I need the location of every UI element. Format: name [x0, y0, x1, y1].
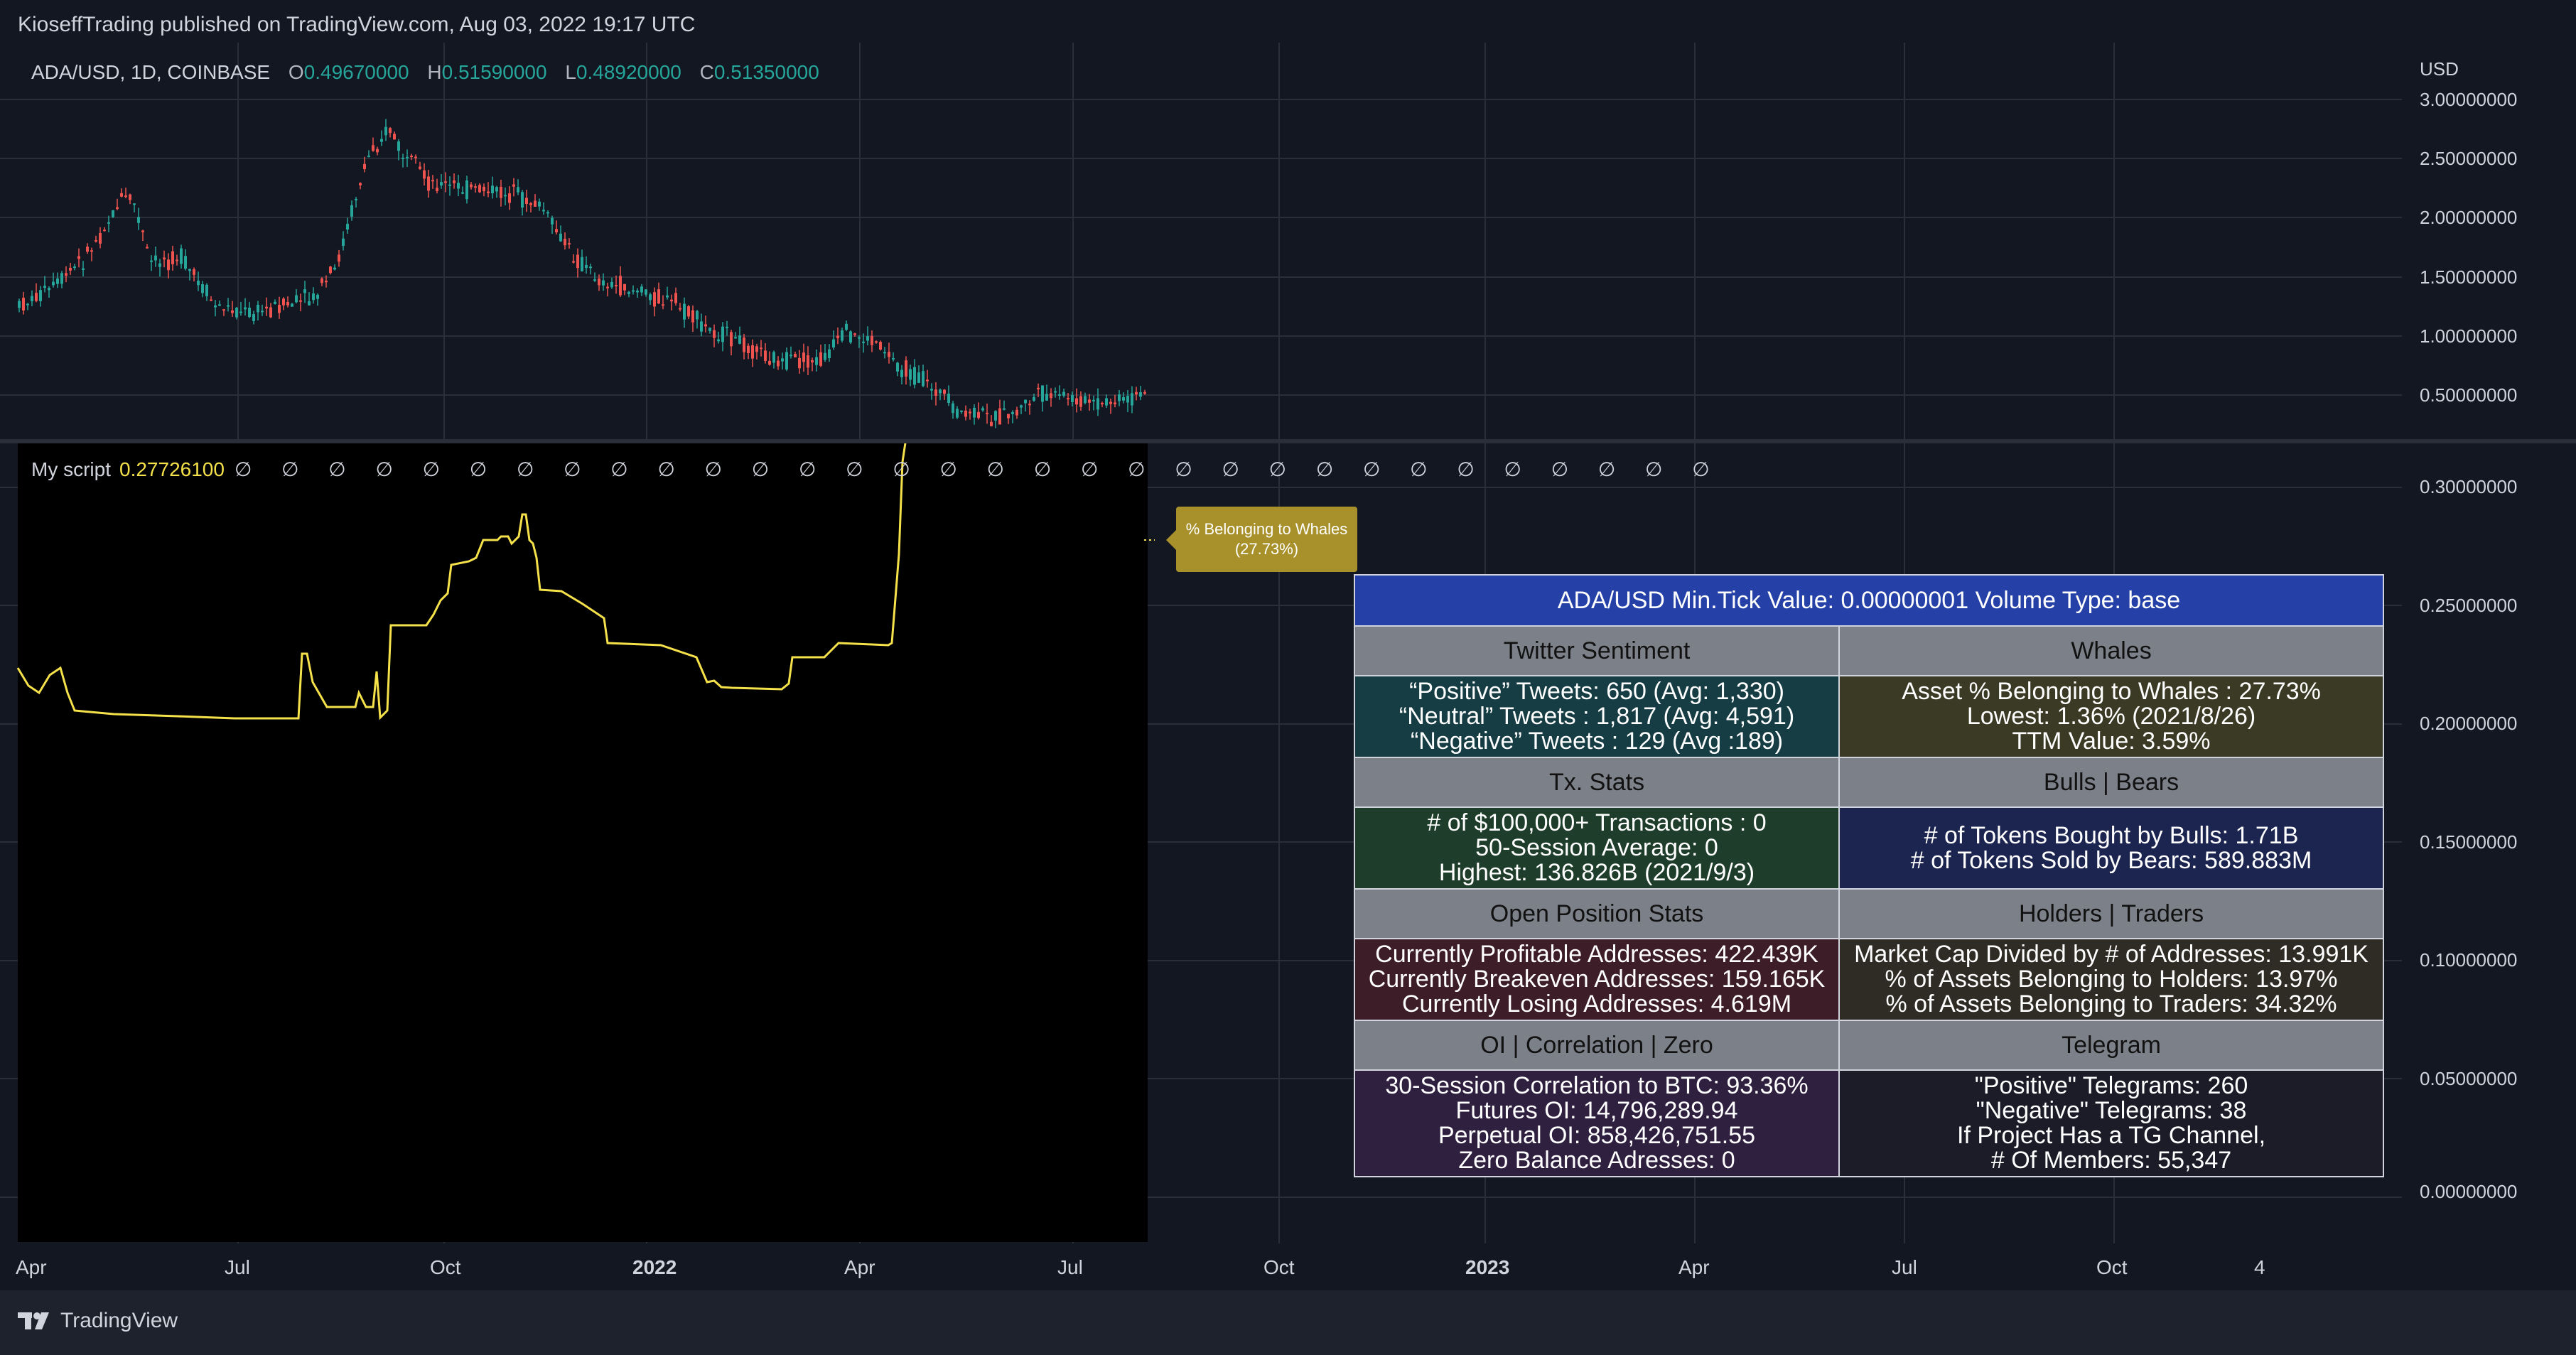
- tradingview-logo-icon: [18, 1312, 49, 1329]
- low-label: L: [565, 61, 576, 83]
- section-oi-title: OI | Correlation | Zero: [1353, 1020, 1841, 1071]
- stat-line: % of Assets Belonging to Holders: 13.97%: [1885, 966, 2338, 993]
- price-tick: 2.00000000: [2420, 207, 2518, 228]
- stat-line: Highest: 136.826B (2021/9/3): [1438, 859, 1755, 886]
- stat-line: 30-Session Correlation to BTC: 93.36%: [1385, 1072, 1809, 1099]
- stat-line: Lowest: 1.36% (2021/8/26): [1966, 703, 2256, 730]
- indicator-tick: 0.10000000: [2420, 949, 2518, 971]
- stat-line: # of $100,000+ Transactions : 0: [1427, 809, 1767, 836]
- symbol-legend: ADA/USD, 1D, COINBASE O0.49670000 H0.515…: [31, 61, 819, 84]
- low-value: 0.48920000: [576, 61, 681, 83]
- section-open-title: Open Position Stats: [1353, 888, 1841, 939]
- holders-traders-cell: Market Cap Divided by # of Addresses: 13…: [1838, 938, 2384, 1021]
- stat-line: # of Tokens Sold by Bears: 589.883M: [1910, 846, 2312, 874]
- indicator-line-chart[interactable]: [0, 443, 1155, 1243]
- published-caption: KioseffTrading published on TradingView.…: [18, 13, 696, 36]
- whales-percent-line: [16, 443, 907, 720]
- time-tick: Jul: [1057, 1256, 1083, 1278]
- whales-cell: Asset % Belonging to Whales : 27.73% Low…: [1838, 675, 2384, 758]
- stat-line: TTM Value: 3.59%: [2012, 728, 2211, 755]
- time-tick: 2022: [632, 1256, 677, 1278]
- stat-line: Currently Breakeven Addresses: 159.165K: [1368, 966, 1826, 993]
- time-tick: Oct: [430, 1256, 461, 1278]
- indicator-tick: 0.20000000: [2420, 713, 2518, 734]
- stat-line: 50-Session Average: 0: [1475, 834, 1718, 861]
- stat-line: # of Tokens Bought by Bulls: 1.71B: [1924, 821, 2299, 849]
- price-tick: 0.50000000: [2420, 384, 2518, 406]
- indicator-empty-values: ∅ ∅ ∅ ∅ ∅ ∅ ∅ ∅ ∅ ∅ ∅ ∅ ∅ ∅ ∅ ∅ ∅ ∅ ∅ ∅ …: [234, 458, 1722, 480]
- stat-line: # Of Members: 55,347: [1990, 1147, 2232, 1174]
- table-header: ADA/USD Min.Tick Value: 0.00000001 Volum…: [1354, 574, 2384, 627]
- indicator-value: 0.27726100: [119, 458, 225, 480]
- time-tick: Apr: [1678, 1256, 1710, 1278]
- stat-line: Currently Losing Addresses: 4.619M: [1401, 990, 1792, 1017]
- stat-line: “Negative” Tweets : 129 (Avg :189): [1410, 728, 1784, 755]
- time-tick: 2023: [1465, 1256, 1510, 1278]
- close-label: C: [699, 61, 714, 83]
- stat-line: Asset % Belonging to Whales : 27.73%: [1902, 678, 2321, 705]
- open-label: O: [288, 61, 304, 83]
- price-tick: 3.00000000: [2420, 89, 2518, 110]
- brand-name: TradingView: [60, 1309, 178, 1332]
- oi-cell: 30-Session Correlation to BTC: 93.36% Fu…: [1353, 1069, 1841, 1177]
- time-tick: Apr: [844, 1256, 875, 1278]
- symbol-name[interactable]: ADA/USD, 1D, COINBASE: [31, 61, 271, 83]
- close-value: 0.51350000: [713, 61, 819, 83]
- time-tick: Oct: [1263, 1256, 1295, 1278]
- price-chart[interactable]: [0, 43, 2416, 439]
- indicator-tick: 0.15000000: [2420, 831, 2518, 853]
- high-label: H: [427, 61, 442, 83]
- section-bulls-title: Bulls | Bears: [1838, 757, 2384, 808]
- section-telegram-title: Telegram: [1838, 1020, 2384, 1071]
- stat-line: Futures OI: 14,796,289.94: [1455, 1097, 1738, 1124]
- twitter-cell: “Positive” Tweets: 650 (Avg: 1,330) “Neu…: [1353, 675, 1841, 758]
- stat-line: “Positive” Tweets: 650 (Avg: 1,330): [1409, 678, 1784, 705]
- whales-callout-label: % Belonging to Whales (27.73%): [1166, 507, 1357, 572]
- currency-label: USD: [2420, 58, 2459, 80]
- stat-line: Currently Profitable Addresses: 422.439K: [1375, 941, 1818, 968]
- tx-cell: # of $100,000+ Transactions : 0 50-Sessi…: [1353, 806, 1841, 890]
- stat-line: “Neutral” Tweets : 1,817 (Avg: 4,591): [1399, 703, 1795, 730]
- section-whales-title: Whales: [1838, 625, 2384, 676]
- time-axis[interactable]: [0, 1243, 2576, 1290]
- stat-line: "Positive" Telegrams: 260: [1974, 1072, 2248, 1099]
- time-tick: Oct: [2096, 1256, 2128, 1278]
- time-tick: Apr: [16, 1256, 47, 1278]
- indicator-tick: 0.05000000: [2420, 1068, 2518, 1089]
- indicator-name[interactable]: My script: [31, 458, 111, 480]
- indicator-tick: 0.00000000: [2420, 1181, 2518, 1202]
- time-tick: 4: [2254, 1256, 2265, 1278]
- tradingview-brand[interactable]: TradingView: [18, 1309, 178, 1333]
- indicator-tick: 0.30000000: [2420, 476, 2518, 497]
- indicator-tick: 0.25000000: [2420, 595, 2518, 616]
- open-value: 0.49670000: [303, 61, 409, 83]
- callout-value: (27.73%): [1234, 540, 1299, 558]
- bulls-bears-cell: # of Tokens Bought by Bulls: 1.71B # of …: [1838, 806, 2384, 890]
- price-tick: 1.50000000: [2420, 266, 2518, 288]
- high-value: 0.51590000: [441, 61, 547, 83]
- section-tx-title: Tx. Stats: [1353, 757, 1841, 808]
- footer-bar: [0, 1290, 2576, 1355]
- section-holders-title: Holders | Traders: [1838, 888, 2384, 939]
- telegram-cell: "Positive" Telegrams: 260 "Negative" Tel…: [1838, 1069, 2384, 1177]
- pane-divider[interactable]: [0, 439, 2576, 443]
- stat-line: "Negative" Telegrams: 38: [1976, 1097, 2247, 1124]
- indicator-pane-background: [18, 443, 1148, 1242]
- price-tick: 2.50000000: [2420, 148, 2518, 169]
- callout-title: % Belonging to Whales: [1185, 520, 1348, 538]
- stat-line: Perpetual OI: 858,426,751.55: [1438, 1122, 1756, 1149]
- indicator-legend: My script 0.27726100 ∅ ∅ ∅ ∅ ∅ ∅ ∅ ∅ ∅ ∅ ∅…: [31, 458, 1722, 481]
- stat-line: % of Assets Belonging to Traders: 34.32%: [1885, 990, 2337, 1017]
- stat-line: Zero Balance Adresses: 0: [1458, 1147, 1735, 1174]
- open-position-cell: Currently Profitable Addresses: 422.439K…: [1353, 938, 1841, 1021]
- time-tick: Jul: [1892, 1256, 1917, 1278]
- stat-line: Market Cap Divided by # of Addresses: 13…: [1854, 941, 2368, 968]
- stat-line: If Project Has a TG Channel,: [1957, 1122, 2266, 1149]
- stats-table: ADA/USD Min.Tick Value: 0.00000001 Volum…: [1353, 574, 2384, 1177]
- price-tick: 1.00000000: [2420, 325, 2518, 347]
- section-twitter-title: Twitter Sentiment: [1353, 625, 1841, 676]
- time-tick: Jul: [225, 1256, 250, 1278]
